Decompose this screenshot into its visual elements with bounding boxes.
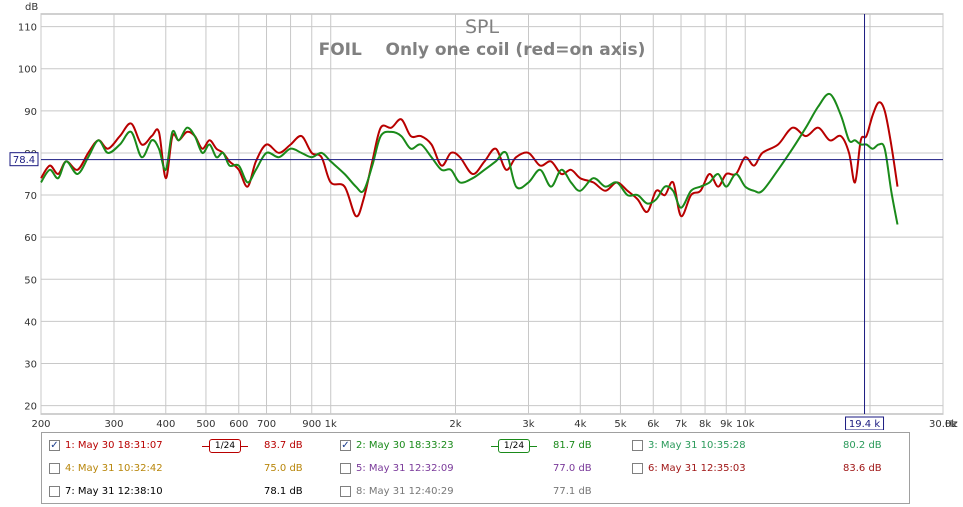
x-tick-label: 400: [156, 419, 175, 430]
x-tick-label: 5k: [614, 419, 626, 430]
x-tick-label: 1k: [325, 419, 337, 430]
legend-value-2: 81.7 dB: [553, 440, 592, 451]
x-tick-label: 500: [196, 419, 215, 430]
legend-panel: ✓ 1: May 30 18:31:07 1/24 83.7 dB ✓ 2: M…: [41, 432, 910, 504]
spl-chart: 2030405060708090100110200300400500600700…: [9, 2, 958, 430]
x-tick-label: 6k: [647, 419, 659, 430]
series-2-line: [40, 92, 899, 225]
legend-label-1: 1: May 30 18:31:07: [65, 440, 163, 451]
y-tick-label: 20: [24, 402, 37, 413]
cursor-x-readout-box: [845, 416, 885, 430]
legend-checkbox-7[interactable]: [49, 486, 60, 497]
y-tick-label: 90: [24, 107, 37, 118]
x-axis-unit-label: Hz: [945, 419, 958, 430]
y-tick-label: 40: [24, 317, 37, 328]
legend-label-6: 6: May 31 12:35:03: [648, 463, 746, 474]
legend-checkbox-2[interactable]: ✓: [340, 440, 351, 451]
x-tick-label: 700: [257, 419, 276, 430]
cursor-x-readout: 19.4 k: [849, 419, 880, 430]
x-tick-label: 30.0k: [929, 419, 957, 430]
legend-checkbox-5[interactable]: [340, 463, 351, 474]
legend-value-1: 83.7 dB: [264, 440, 303, 451]
legend-value-4: 75.0 dB: [264, 463, 303, 474]
cursor-y-readout: 78.4: [13, 155, 35, 166]
x-tick-label: 3k: [522, 419, 534, 430]
legend-checkbox-4[interactable]: [49, 463, 60, 474]
legend-item-6[interactable]: 6: May 31 12:35:03 83.6 dB: [632, 461, 902, 477]
legend-checkbox-3[interactable]: [632, 440, 643, 451]
y-tick-label: 50: [24, 275, 37, 286]
y-tick-label: 100: [18, 65, 37, 76]
legend-value-5: 77.0 dB: [553, 463, 592, 474]
y-tick-label: 70: [24, 191, 37, 202]
legend-checkbox-8[interactable]: [340, 486, 351, 497]
y-tick-label: 110: [18, 23, 37, 34]
x-tick-label: 7k: [675, 419, 687, 430]
x-tick-label: 8k: [699, 419, 711, 430]
legend-label-8: 8: May 31 12:40:29: [356, 486, 454, 497]
legend-item-1[interactable]: ✓ 1: May 30 18:31:07 1/24 83.7 dB: [49, 438, 339, 454]
plot-area: [40, 13, 944, 415]
x-tick-label: 10k: [736, 419, 755, 430]
legend-label-7: 7: May 31 12:38:10: [65, 486, 163, 497]
smoothing-label-2: 1/24: [498, 439, 530, 453]
x-tick-label: 600: [229, 419, 248, 430]
legend-item-4[interactable]: 4: May 31 10:32:42 75.0 dB: [49, 461, 339, 477]
legend-label-4: 4: May 31 10:32:42: [65, 463, 163, 474]
legend-checkbox-6[interactable]: [632, 463, 643, 474]
x-tick-label: 300: [104, 419, 123, 430]
cursor-y-readout-box: [9, 152, 39, 167]
legend-value-3: 80.2 dB: [843, 440, 882, 451]
smoothing-label-1: 1/24: [209, 439, 241, 453]
legend-item-8[interactable]: 8: May 31 12:40:29 77.1 dB: [340, 484, 630, 500]
legend-label-5: 5: May 31 12:32:09: [356, 463, 454, 474]
chart-subtitle: FOIL Only one coil (red=on axis): [319, 40, 646, 60]
x-tick-label: 2k: [449, 419, 461, 430]
legend-smoothing-2[interactable]: 1/24: [491, 439, 537, 453]
legend-item-7[interactable]: 7: May 31 12:38:10 78.1 dB: [49, 484, 339, 500]
legend-label-2: 2: May 30 18:33:23: [356, 440, 454, 451]
legend-value-7: 78.1 dB: [264, 486, 303, 497]
legend-value-6: 83.6 dB: [843, 463, 882, 474]
chart-title: SPL: [465, 16, 500, 38]
legend-smoothing-1[interactable]: 1/24: [202, 439, 248, 453]
legend-item-5[interactable]: 5: May 31 12:32:09 77.0 dB: [340, 461, 630, 477]
legend-checkbox-1[interactable]: ✓: [49, 440, 60, 451]
x-tick-label: 900: [302, 419, 321, 430]
y-tick-label: 30: [24, 359, 37, 370]
legend-item-2[interactable]: ✓ 2: May 30 18:33:23 1/24 81.7 dB: [340, 438, 630, 454]
y-tick-label: 60: [24, 233, 37, 244]
legend-item-3[interactable]: 3: May 31 10:35:28 80.2 dB: [632, 438, 902, 454]
legend-value-8: 77.1 dB: [553, 486, 592, 497]
x-tick-label: 4k: [574, 419, 586, 430]
x-tick-label: 9k: [720, 419, 732, 430]
y-axis-unit-label: dB: [25, 2, 38, 13]
x-tick-label: 200: [31, 419, 50, 430]
legend-label-3: 3: May 31 10:35:28: [648, 440, 746, 451]
